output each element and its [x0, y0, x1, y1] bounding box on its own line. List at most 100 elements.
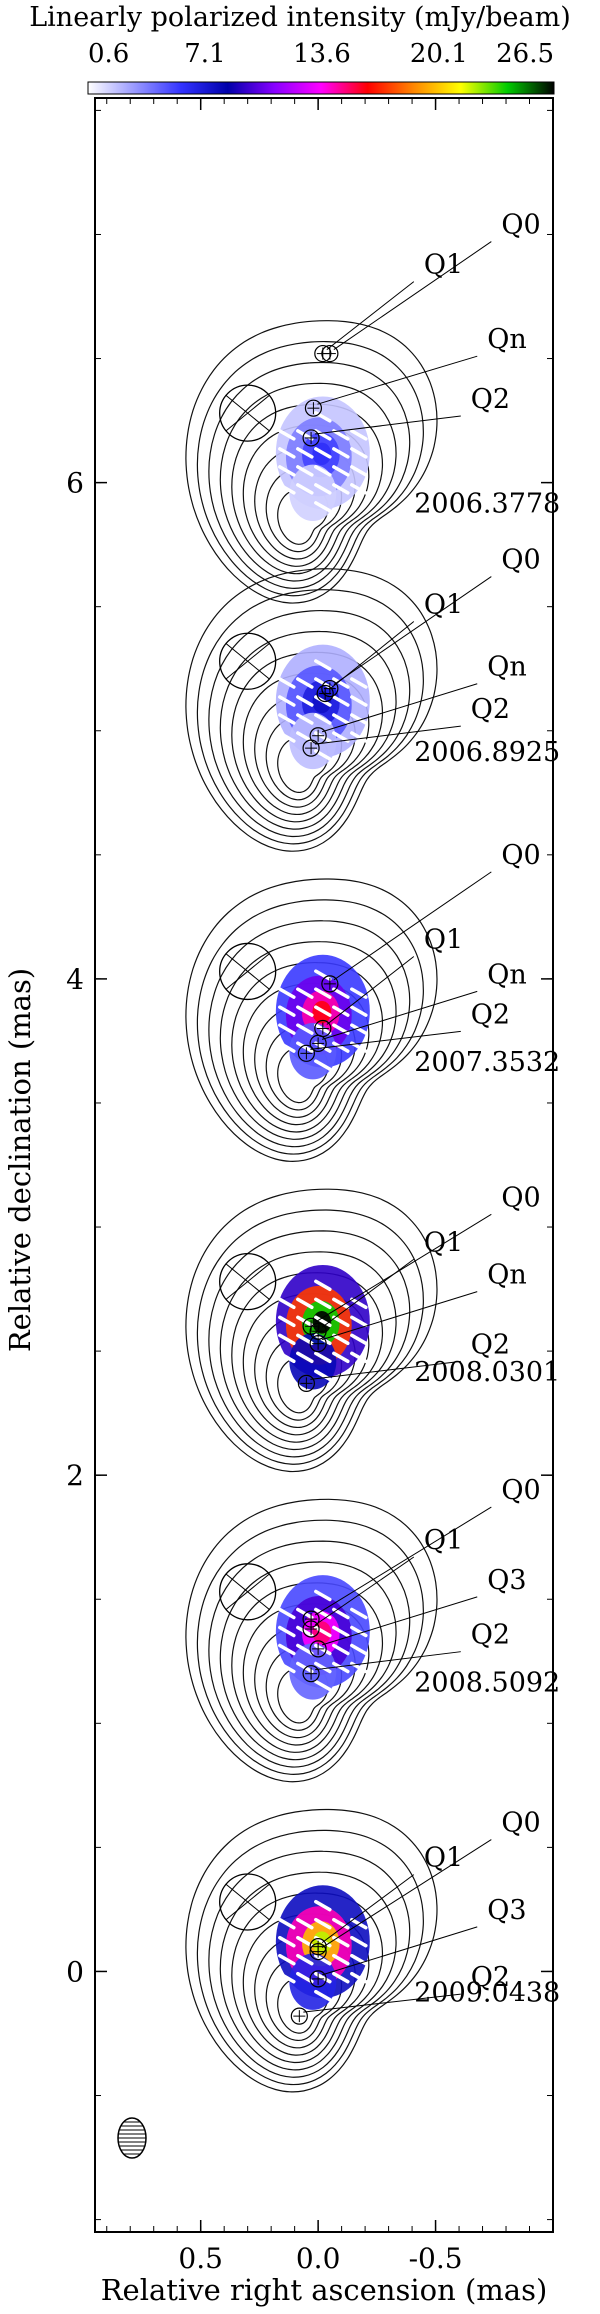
- evpa-stick: [278, 731, 296, 743]
- evpa-stick: [350, 429, 368, 441]
- component-marker: [302, 1665, 320, 1683]
- component-label: Q1: [424, 250, 463, 281]
- evpa-stick: [296, 1023, 314, 1035]
- beam-ellipse: [117, 2117, 147, 2159]
- component-marker: [290, 2007, 308, 2025]
- evpa-stick: [332, 713, 350, 725]
- component-leader-line: [333, 241, 492, 350]
- evpa-stick: [278, 1005, 296, 1017]
- contour-line: [196, 1829, 424, 2086]
- component-marker: [302, 1620, 320, 1638]
- evpa-stick: [332, 1333, 350, 1346]
- component-leader-line: [315, 1651, 461, 1671]
- evpa-stick: [350, 1333, 368, 1346]
- colorbar-ticks: 0.6 7.1 13.6 20.1 26.5: [88, 39, 554, 69]
- evpa-stick: [314, 447, 332, 459]
- component-leader-line: [303, 1993, 461, 2013]
- evpa-stick: [314, 1625, 332, 1638]
- evpa-stick: [278, 429, 296, 441]
- evpa-stick: [332, 447, 350, 459]
- evpa-stick: [278, 1971, 296, 1984]
- contour-line: [185, 568, 438, 852]
- colorbar-tick-label: 7.1: [184, 39, 225, 69]
- component-leader-line: [321, 1839, 492, 1949]
- component-label: Q2: [471, 1329, 510, 1360]
- component-marker: [309, 1034, 327, 1053]
- component-label: Q1: [424, 590, 463, 621]
- component-leader-line: [315, 415, 461, 435]
- contour-line: [208, 1540, 411, 1768]
- evpa-stick: [314, 429, 332, 441]
- component-leader-line: [314, 1213, 492, 1323]
- component-leader-line: [321, 1596, 478, 1646]
- contour-line: [208, 609, 411, 838]
- evpa-stick: [278, 1625, 296, 1638]
- evpa-stick: [314, 1899, 332, 1912]
- component-marker: [304, 399, 323, 417]
- contour-line: [208, 1230, 411, 1458]
- core-component: [219, 1873, 277, 1931]
- epoch-label: 2007.3532: [414, 1047, 560, 1078]
- component-leader-line: [314, 1506, 492, 1616]
- x-axis-ticks: 0.5 0.0 -0.5: [106, 98, 531, 2275]
- component-label: Q2: [471, 1620, 510, 1651]
- component-label: Qn: [487, 1260, 527, 1291]
- y-axis-label: Relative declination (mas): [3, 968, 37, 1352]
- evpa-stick: [350, 1625, 368, 1638]
- contour-line: [196, 1209, 424, 1465]
- contour-line: [219, 630, 397, 830]
- core-component: [219, 632, 277, 690]
- evpa-stick: [332, 429, 350, 441]
- contour-line: [196, 340, 424, 597]
- y-axis-ticks: 0 2 4 6: [66, 109, 553, 2221]
- evpa-stick: [278, 1333, 296, 1346]
- y-tick-label: 2: [66, 1459, 84, 1492]
- evpa-stick: [296, 1917, 314, 1930]
- evpa-stick: [314, 969, 332, 981]
- evpa-stick: [314, 1351, 332, 1364]
- evpa-stick: [296, 731, 314, 743]
- component-marker: [297, 1374, 315, 1392]
- evpa-stick: [278, 465, 296, 477]
- evpa-stick: [278, 1023, 296, 1035]
- evpa-stick: [350, 1607, 368, 1620]
- component-leader-line: [315, 725, 461, 745]
- epoch-label: 2009.0438: [414, 1977, 560, 2008]
- colorbar-tick-label: 0.6: [88, 39, 129, 69]
- component-marker: [314, 344, 332, 363]
- x-tick-label: 0.0: [296, 2242, 341, 2275]
- component-label: Qn: [487, 959, 527, 990]
- contour-line: [219, 1871, 397, 2071]
- component-marker: [309, 1970, 327, 1988]
- component-label: Q0: [501, 1808, 540, 1839]
- component-marker: [321, 975, 339, 993]
- contour-line: [219, 1251, 397, 1451]
- component-leader-line: [321, 1926, 478, 1976]
- evpa-stick: [278, 1351, 296, 1364]
- core-component: [219, 384, 277, 442]
- contour-line: [185, 878, 438, 1162]
- component-marker: [297, 1044, 315, 1062]
- plot-frame: [94, 97, 554, 2233]
- colorbar-tick-label: 20.1: [410, 39, 468, 69]
- evpa-stick: [278, 1661, 296, 1674]
- evpa-stick: [278, 677, 296, 689]
- evpa-stick: [278, 1917, 296, 1930]
- evpa-stick: [332, 465, 350, 477]
- evpa-stick: [332, 483, 350, 495]
- evpa-stick: [278, 1315, 296, 1328]
- contour-line: [196, 899, 424, 1155]
- evpa-stick: [278, 447, 296, 459]
- evpa-stick: [296, 1643, 314, 1656]
- evpa-stick: [278, 483, 296, 495]
- component-leader-line: [326, 956, 415, 1025]
- evpa-stick: [314, 1315, 332, 1328]
- evpa-stick: [314, 659, 332, 671]
- evpa-stick: [296, 713, 314, 725]
- contour-line: [185, 1188, 438, 1473]
- evpa-stick: [296, 1971, 314, 1984]
- colorbar-title: Linearly polarized intensity (mJy/beam): [29, 2, 571, 33]
- core-component: [219, 942, 277, 1001]
- epoch-label: 2008.5092: [414, 1667, 560, 1698]
- evpa-stick: [296, 1953, 314, 1966]
